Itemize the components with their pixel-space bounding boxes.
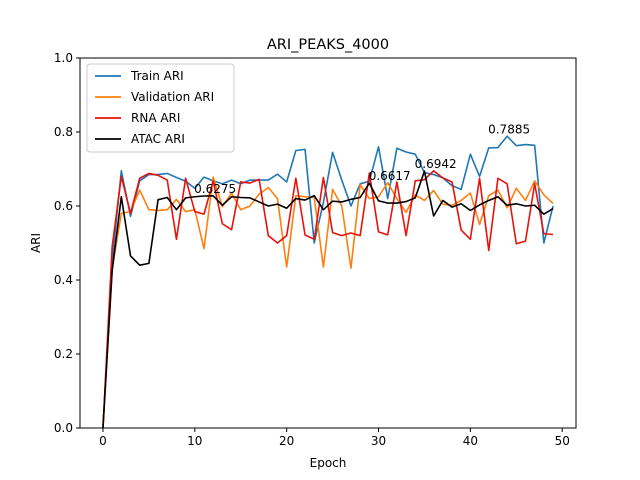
legend-label: Train ARI bbox=[130, 69, 184, 83]
y-tick-label: 0.2 bbox=[54, 347, 73, 361]
series-line-atac-ari bbox=[102, 170, 554, 429]
x-axis-label: Epoch bbox=[310, 456, 347, 470]
x-tick-label: 50 bbox=[555, 434, 570, 448]
y-axis: 0.0 0.2 0.4 0.6 0.8 1.0 bbox=[54, 51, 80, 435]
legend: Train ARI Validation ARI RNA ARI ATAC ARI bbox=[86, 63, 235, 153]
annotation-label: 0.6617 bbox=[369, 169, 411, 183]
y-axis-label: ARI bbox=[29, 233, 43, 253]
series-line-train-ari bbox=[102, 135, 554, 429]
x-axis: 0 10 20 30 40 50 bbox=[99, 428, 570, 448]
annotation-label: 0.6275 bbox=[194, 182, 236, 196]
y-tick-label: 0.6 bbox=[54, 199, 73, 213]
x-tick-label: 40 bbox=[463, 434, 478, 448]
axes-frame bbox=[79, 57, 577, 429]
legend-label: ATAC ARI bbox=[131, 132, 185, 146]
y-tick-label: 0.0 bbox=[54, 421, 73, 435]
legend-box bbox=[86, 63, 235, 153]
series-layer bbox=[102, 135, 554, 429]
annotation-label: 0.6942 bbox=[415, 157, 457, 171]
y-tick-label: 1.0 bbox=[54, 51, 73, 65]
x-tick-label: 30 bbox=[371, 434, 386, 448]
legend-label: RNA ARI bbox=[131, 111, 180, 125]
legend-label: Validation ARI bbox=[131, 90, 214, 104]
y-tick-label: 0.4 bbox=[54, 273, 73, 287]
annotation-label: 0.7885 bbox=[488, 122, 530, 136]
chart-title: ARI_PEAKS_4000 bbox=[267, 37, 389, 53]
series-line-validation-ari bbox=[102, 176, 554, 429]
x-tick-label: 20 bbox=[279, 434, 294, 448]
y-tick-label: 0.8 bbox=[54, 125, 73, 139]
annotation-layer: 0.6275 0.6617 0.6942 0.7885 bbox=[194, 122, 530, 196]
x-tick-label: 0 bbox=[99, 434, 107, 448]
x-tick-label: 10 bbox=[187, 434, 202, 448]
